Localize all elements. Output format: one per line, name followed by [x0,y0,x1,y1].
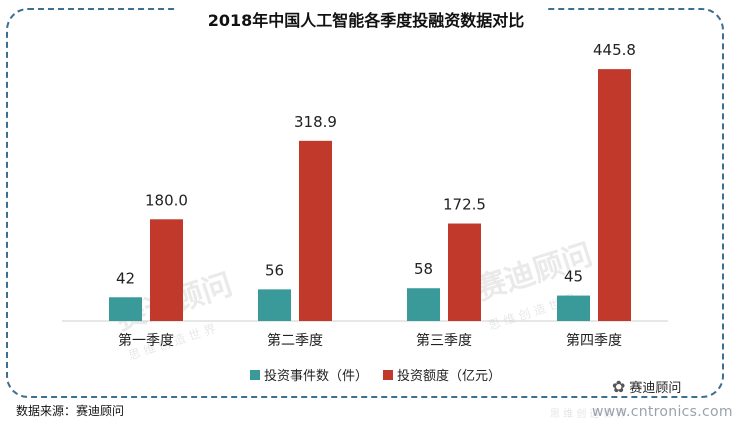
data-label: 445.8 [593,41,636,59]
legend-swatch [250,370,260,380]
site-watermark: www.cntronics.com [592,404,732,420]
legend-swatch [383,370,393,380]
legend-label: 投资额度（亿元） [397,368,501,384]
legend-label: 投资事件数（件） [264,368,368,384]
x-tick-label: 第三季度 [416,332,472,349]
brand-badge: ✿ 赛迪顾问 [612,377,681,396]
data-source: 数据来源：赛迪顾问 [16,404,125,418]
data-label: 172.5 [443,196,486,214]
bar-investment-amount [299,140,332,321]
brand-name: 赛迪顾问 [629,381,682,396]
bar-event-count [557,295,590,321]
bar-investment-amount [598,69,631,321]
bar-event-count [407,288,440,321]
data-label: 56 [265,261,284,279]
bar-event-count [109,297,142,321]
data-label: 318.9 [294,113,337,131]
wechat-icon: ✿ [612,377,626,396]
data-label: 42 [116,269,135,287]
watermark-subtext: 思 维 创 造 世 界 [550,407,626,420]
bar-investment-amount [448,223,481,321]
data-label: 58 [414,260,433,278]
bar-event-count [258,289,291,321]
x-tick-label: 第四季度 [566,332,622,349]
data-label: 180.0 [145,191,188,209]
chart-title: 2018年中国人工智能各季度投融资数据对比 [207,11,525,30]
x-tick-label: 第二季度 [267,332,323,349]
data-label: 45 [564,268,583,286]
title-background [178,2,546,32]
x-tick-label: 第一季度 [118,332,174,349]
bar-investment-amount [150,219,183,321]
